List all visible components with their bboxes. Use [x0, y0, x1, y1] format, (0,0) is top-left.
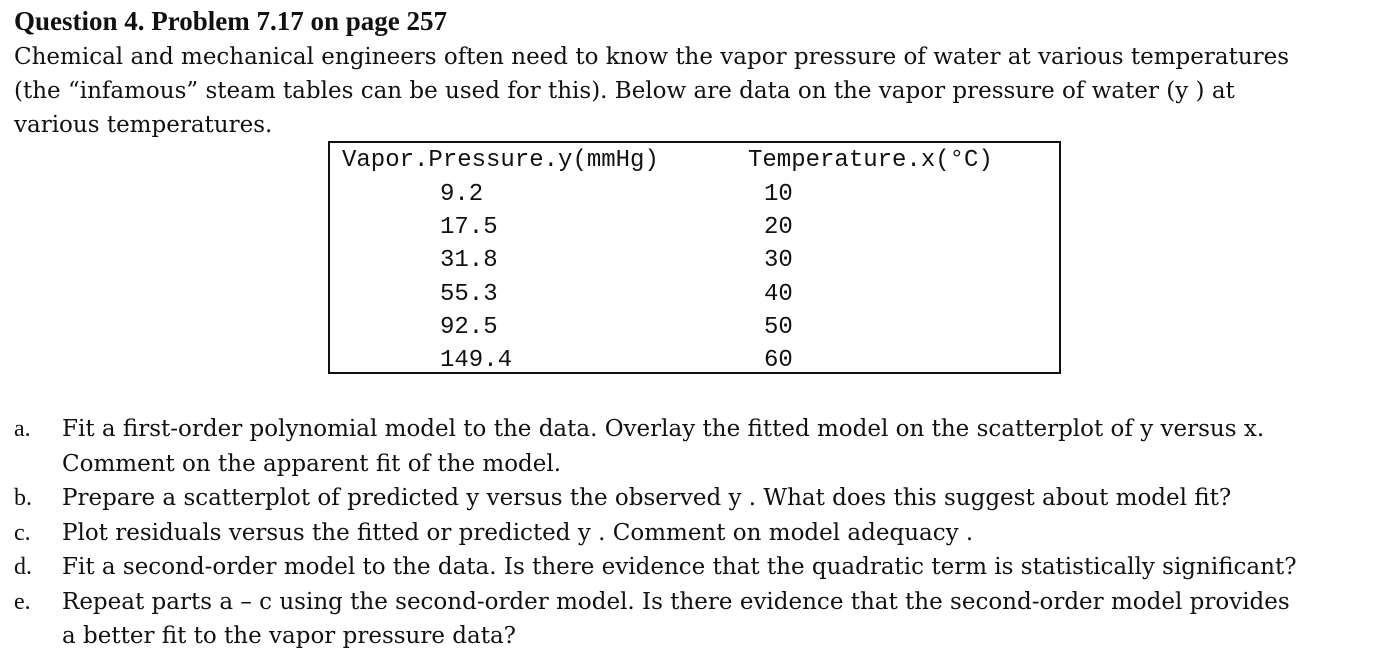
cell-vapor-pressure: 149.4: [440, 346, 513, 374]
intro-line: (the “infamous” steam tables can be used…: [14, 78, 1235, 104]
question-item-d: d. Fit a second-order model to the data.…: [14, 550, 1386, 585]
question-letter: c.: [14, 519, 31, 546]
table-body: 9.2 10 17.5 20 31.8 30 55.3 40 92.5 50 1…: [330, 178, 1059, 377]
question-text: Fit a first-order polynomial model to th…: [62, 412, 1386, 481]
question-item-c: c. Plot residuals versus the fitted or p…: [14, 516, 1386, 551]
intro-line: various temperatures.: [14, 112, 273, 138]
question-letter: d.: [14, 554, 32, 580]
table-header-temperature: Temperature.x(°C): [748, 147, 993, 174]
cell-temperature: 20: [764, 214, 793, 242]
cell-vapor-pressure: 17.5: [440, 214, 498, 242]
table-header-vapor-pressure: Vapor.Pressure.y(mmHg): [342, 147, 659, 174]
intro-line: Chemical and mechanical engineers often …: [14, 44, 1290, 70]
cell-temperature: 10: [764, 181, 793, 208]
question-heading: Question 4. Problem 7.17 on page 257: [14, 6, 448, 36]
question-text: Fit a second-order model to the data. Is…: [62, 550, 1386, 585]
cell-temperature: 50: [764, 313, 793, 341]
table-row: 9.2 10: [330, 178, 1059, 211]
vapor-pressure-table: Vapor.Pressure.y(mmHg) Temperature.x(°C)…: [328, 141, 1061, 374]
cell-vapor-pressure: 31.8: [440, 247, 498, 275]
cell-vapor-pressure: 55.3: [440, 280, 498, 308]
question-list: a. Fit a first-order polynomial model to…: [14, 412, 1386, 654]
cell-temperature: 40: [764, 280, 793, 308]
question-line: a better fit to the vapor pressure data?: [62, 623, 517, 649]
cell-temperature: 60: [764, 346, 793, 374]
question-letter: a.: [14, 416, 31, 442]
cell-temperature: 30: [764, 247, 793, 275]
question-line: Fit a first-order polynomial model to th…: [62, 416, 1265, 442]
question-line: Repeat parts a – c using the second-orde…: [62, 588, 1290, 615]
table-row: 55.3 40: [330, 278, 1059, 311]
question-text: Repeat parts a – c using the second-orde…: [62, 585, 1386, 654]
question-item-e: e. Repeat parts a – c using the second-o…: [14, 585, 1386, 654]
question-letter: b.: [14, 485, 32, 511]
question-letter: e.: [14, 588, 31, 615]
table-row: 149.4 60: [330, 344, 1059, 377]
question-line: Prepare a scatterplot of predicted y ver…: [62, 485, 1232, 511]
table-row: 31.8 30: [330, 244, 1059, 277]
question-line: Plot residuals versus the fitted or pred…: [62, 519, 974, 546]
table-row: 17.5 20: [330, 211, 1059, 244]
question-text: Prepare a scatterplot of predicted y ver…: [62, 481, 1386, 516]
table-row: 92.5 50: [330, 311, 1059, 344]
question-item-b: b. Prepare a scatterplot of predicted y …: [14, 481, 1386, 516]
intro-paragraph: Chemical and mechanical engineers often …: [14, 40, 1384, 142]
cell-vapor-pressure: 9.2: [440, 181, 484, 208]
question-item-a: a. Fit a first-order polynomial model to…: [14, 412, 1386, 481]
question-line: Fit a second-order model to the data. Is…: [62, 554, 1297, 580]
question-line: Comment on the apparent fit of the model…: [62, 450, 562, 477]
question-text: Plot residuals versus the fitted or pred…: [62, 516, 1386, 551]
cell-vapor-pressure: 92.5: [440, 313, 498, 341]
